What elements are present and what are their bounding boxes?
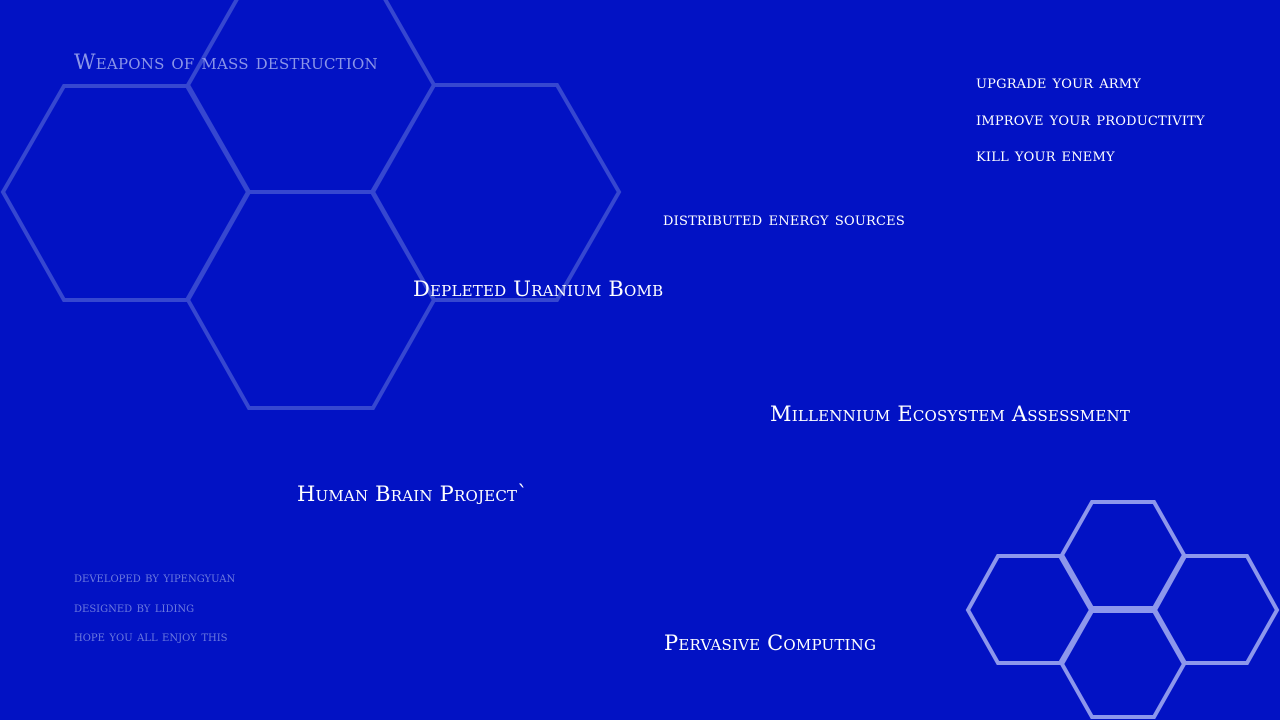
upgrade-army-button[interactable]: upgrade your army [976, 72, 1142, 93]
main-menu: upgrade your army improve your productiv… [976, 65, 1205, 175]
hexagon-shape [185, 0, 437, 194]
hexagon-shape [1059, 609, 1187, 719]
hexagon-cluster-bottom-right [965, 500, 1280, 719]
credits-block: developed by yipengyuan designed by lidi… [74, 564, 235, 653]
tech-node-distributed-energy[interactable]: distributed energy sources [663, 208, 905, 230]
tech-node-pervasive-computing[interactable]: Pervasive Computing [664, 631, 877, 655]
tech-node-depleted-uranium[interactable]: Depleted Uranium Bomb [413, 277, 664, 301]
improve-productivity-button[interactable]: improve your productivity [976, 108, 1205, 130]
credits-designer: designed by liding [74, 599, 195, 616]
tech-node-human-brain[interactable]: Human Brain Project` [297, 482, 528, 506]
hexagon-shape [369, 83, 622, 302]
credits-developer: developed by yipengyuan [74, 570, 236, 586]
credits-message: hope you all enjoy this [74, 629, 228, 645]
hexagon-shape [185, 190, 437, 410]
kill-enemy-button[interactable]: kill your enemy [976, 145, 1115, 166]
tech-node-millennium-ecosystem[interactable]: Millennium Ecosystem Assessment [770, 402, 1131, 426]
hexagon-shape [0, 84, 251, 302]
hexagon-cluster-top-left [0, 0, 622, 410]
hexagon-shape [965, 554, 1094, 665]
page-title: Weapons of mass destruction [74, 50, 378, 74]
